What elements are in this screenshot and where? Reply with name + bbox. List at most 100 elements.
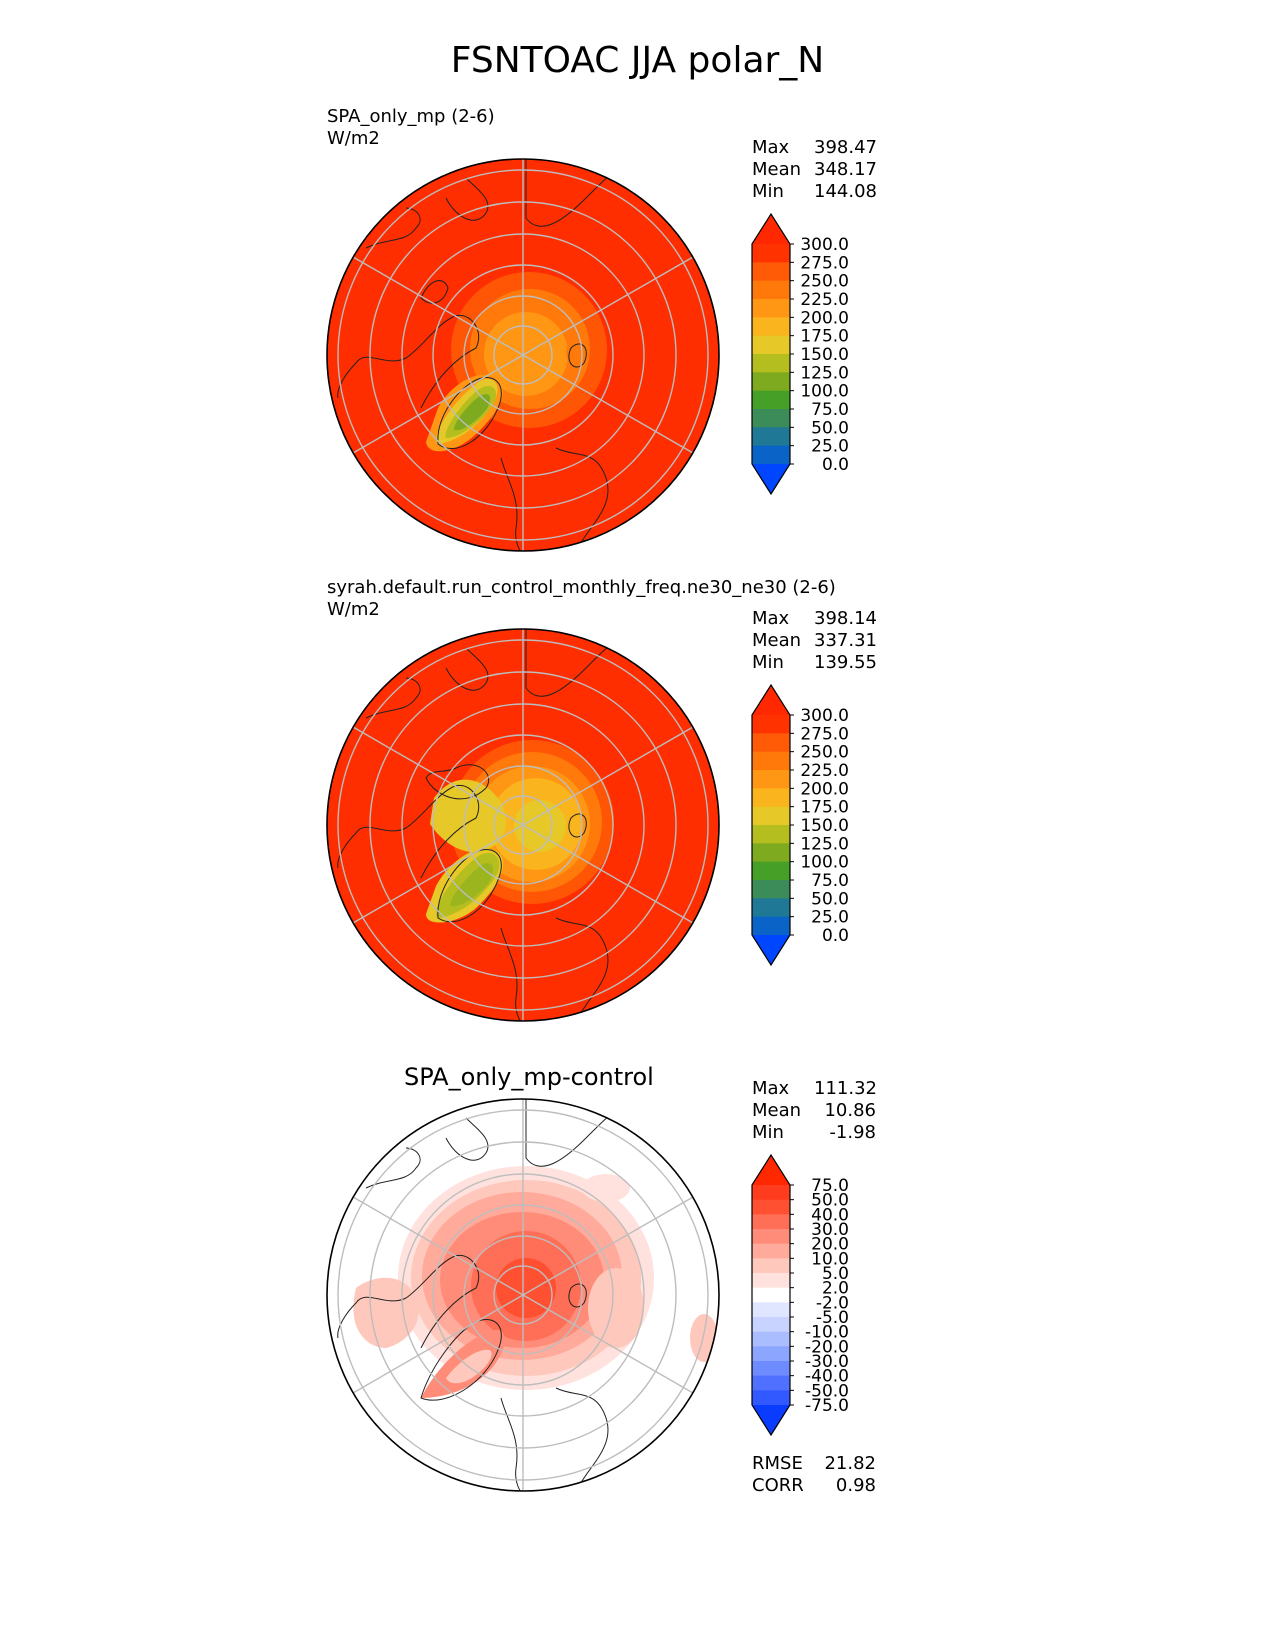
field-contour bbox=[582, 1174, 630, 1202]
stat-key: Min bbox=[752, 1122, 784, 1143]
stat-key: Mean bbox=[752, 630, 802, 651]
colorbar-bin bbox=[752, 427, 790, 447]
colorbar-tick-label: 75.0 bbox=[811, 871, 849, 891]
colorbar-bin bbox=[752, 244, 790, 263]
colorbar-tick-label: 125.0 bbox=[800, 834, 849, 854]
stat-value: 139.55 bbox=[814, 652, 877, 673]
colorbar-tick-label: 100.0 bbox=[800, 382, 849, 402]
colorbar-tick-label: -30.0 bbox=[805, 1352, 849, 1372]
map-boundary bbox=[326, 628, 720, 1022]
colorbar-tick-label: 0.0 bbox=[822, 926, 849, 946]
stat-value: 0.98 bbox=[835, 1475, 876, 1496]
colorbar-tick-label: 150.0 bbox=[800, 816, 849, 836]
colorbar-tick-label: 150.0 bbox=[800, 345, 849, 365]
colorbar-bin bbox=[752, 1346, 790, 1362]
colorbar-tick-label: 300.0 bbox=[800, 235, 849, 255]
stat-value: 21.82 bbox=[824, 1453, 876, 1474]
colorbar-tick-label: 75.0 bbox=[811, 400, 849, 420]
stat-row: CORR 0.98 bbox=[752, 1475, 876, 1497]
colorbar-tick-label: 2.0 bbox=[822, 1279, 849, 1299]
colorbar-tick-label: 275.0 bbox=[800, 724, 849, 744]
colorbar-extend-max bbox=[752, 214, 790, 244]
colorbar-tick-label: 225.0 bbox=[800, 290, 849, 310]
stat-value: 10.86 bbox=[824, 1100, 876, 1121]
stat-row: RMSE 21.82 bbox=[752, 1453, 876, 1475]
colorbar-difference: 75.050.040.030.020.010.05.02.0-2.0-5.0-1… bbox=[751, 1153, 849, 1437]
colorbar-bin bbox=[752, 770, 790, 789]
graticule bbox=[337, 629, 709, 1021]
colorbar-bin bbox=[752, 299, 790, 318]
colorbar-tick-label: 300.0 bbox=[800, 706, 849, 726]
field-contour bbox=[430, 779, 507, 853]
stat-value: 348.17 bbox=[814, 159, 877, 180]
colorbar-tick-label: 30.0 bbox=[811, 1220, 849, 1240]
stat-value: -1.98 bbox=[829, 1122, 876, 1143]
stat-key: Min bbox=[752, 652, 784, 673]
colorbar-extend-max bbox=[752, 685, 790, 715]
stat-key: Mean bbox=[752, 1100, 802, 1121]
colorbar-tick-label: 225.0 bbox=[800, 761, 849, 781]
colorbar-tick-label: 40.0 bbox=[811, 1205, 849, 1225]
colorbar-bin bbox=[752, 1331, 790, 1347]
colorbar-bin bbox=[752, 1317, 790, 1333]
colorbar-tick-label: 75.0 bbox=[811, 1176, 849, 1196]
colorbar-bin bbox=[752, 1199, 790, 1215]
panel2-units: W/m2 bbox=[327, 599, 380, 620]
colorbar-extend-min bbox=[752, 464, 790, 494]
colorbar-tick-label: -50.0 bbox=[805, 1381, 849, 1401]
colorbar-tick-label: 25.0 bbox=[811, 437, 849, 457]
colorbar-tick-label: 175.0 bbox=[800, 327, 849, 347]
colorbar-bin bbox=[752, 861, 790, 881]
colorbar-tick-label: 200.0 bbox=[800, 779, 849, 799]
colorbar-bin bbox=[752, 1185, 790, 1201]
colorbar-bin bbox=[752, 1214, 790, 1230]
colorbar-tick-label: 25.0 bbox=[811, 908, 849, 928]
colorbar-tick-label: 0.0 bbox=[822, 455, 849, 475]
colorbar-tick-label: 250.0 bbox=[800, 272, 849, 292]
panel3-stats: Max 111.32 Mean 10.86 Min -1.98 bbox=[752, 1078, 877, 1144]
colorbar-tick-label: 50.0 bbox=[811, 418, 849, 438]
colorbar-tick-label: 10.0 bbox=[811, 1249, 849, 1269]
colorbar-tick-label: 50.0 bbox=[811, 1191, 849, 1211]
colorbar-bin bbox=[752, 317, 790, 337]
field-contour bbox=[450, 863, 494, 907]
colorbar-bin bbox=[752, 751, 790, 771]
colorbar-bin bbox=[752, 1361, 790, 1377]
colorbar-bin bbox=[752, 1229, 790, 1245]
stat-row: Mean 337.31 bbox=[752, 630, 877, 652]
polar-map-difference bbox=[326, 1098, 720, 1492]
colorbar-tick-label: 200.0 bbox=[800, 308, 849, 328]
stat-row: Min 144.08 bbox=[752, 181, 877, 203]
panel1-labels: SPA_only_mp (2-6) W/m2 bbox=[327, 106, 495, 150]
colorbar-tick-label: 100.0 bbox=[800, 853, 849, 873]
stat-key: Max bbox=[752, 1078, 790, 1099]
colorbar-tick-label: -10.0 bbox=[805, 1323, 849, 1343]
colorbar-tick-label: 275.0 bbox=[800, 253, 849, 273]
stat-row: Mean 348.17 bbox=[752, 159, 877, 181]
colorbar-tick-label: -40.0 bbox=[805, 1367, 849, 1387]
colorbar-tick-label: 250.0 bbox=[800, 743, 849, 763]
colorbar-tick-label: 50.0 bbox=[811, 889, 849, 909]
colorbar-bin bbox=[752, 390, 790, 410]
field-contour bbox=[454, 393, 491, 431]
stat-row: Min 139.55 bbox=[752, 652, 877, 674]
stat-value: 144.08 bbox=[814, 181, 877, 202]
figure-title: FSNTOAC JJA polar_N bbox=[450, 40, 825, 81]
colorbar-bin bbox=[752, 788, 790, 808]
colorbar-bin bbox=[752, 715, 790, 734]
stat-key: Max bbox=[752, 137, 790, 158]
graticule bbox=[337, 159, 709, 551]
colorbar-tick-label: 125.0 bbox=[800, 363, 849, 383]
stat-value: 398.47 bbox=[814, 137, 877, 158]
panel1-title: SPA_only_mp (2-6) bbox=[327, 106, 495, 127]
polar-map-control bbox=[326, 628, 720, 1022]
stat-value: 337.31 bbox=[814, 630, 877, 651]
colorbar-bin bbox=[752, 372, 790, 392]
colorbar-bin bbox=[752, 445, 790, 465]
colorbar-control: 300.0275.0250.0225.0200.0175.0150.0125.0… bbox=[751, 683, 849, 967]
stat-key: Min bbox=[752, 181, 784, 202]
panel2-title: syrah.default.run_control_monthly_freq.n… bbox=[327, 577, 836, 598]
panel2-stats: Max 398.14 Mean 337.31 Min 139.55 bbox=[752, 608, 877, 674]
colorbar-bin bbox=[752, 409, 790, 428]
colorbar-tick-label: 175.0 bbox=[800, 798, 849, 818]
